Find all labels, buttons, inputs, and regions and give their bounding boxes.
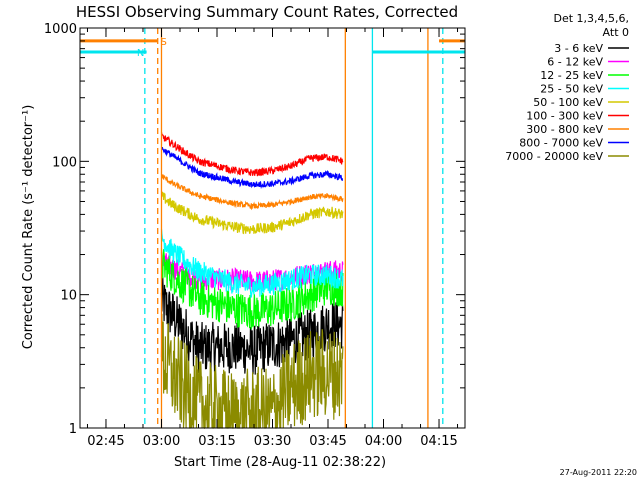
x-tick-label: 04:15 <box>420 434 457 449</box>
y-tick-label: 100 <box>52 155 77 170</box>
series-line-12-25kev <box>160 248 344 330</box>
x-tick-label: 03:45 <box>309 434 346 449</box>
legend-entry-label: 6 - 12 keV <box>547 56 603 69</box>
flag-s-label: S <box>161 37 167 48</box>
marker-lines <box>144 28 444 428</box>
attenuator-flags: SN <box>80 37 465 59</box>
legend-entry-label: 50 - 100 keV <box>533 96 603 109</box>
x-tick-label: 04:00 <box>365 434 402 449</box>
series-line-50-100kev <box>160 191 344 235</box>
x-tick-label: 03:00 <box>143 434 180 449</box>
y-tick-label: 1 <box>69 422 77 437</box>
series-line-100-300kev <box>160 132 344 177</box>
legend-entry-label: 25 - 50 keV <box>540 83 603 96</box>
legend-entry-label: 100 - 300 keV <box>526 110 603 123</box>
series-line-800-7000kev <box>161 146 344 190</box>
x-axis-label: Start Time (28-Aug-11 02:38:22) <box>174 455 386 470</box>
legend-entry-label: 3 - 6 keV <box>554 42 603 55</box>
flag-n-label: N <box>137 48 144 59</box>
legend-entry-label: 800 - 7000 keV <box>519 137 603 150</box>
legend-header-line-1: Det 1,3,4,5,6, <box>553 12 629 25</box>
legend-entry-label: 12 - 25 keV <box>540 69 603 82</box>
series-line-25-50kev <box>160 228 344 299</box>
x-tick-label: 03:30 <box>254 434 291 449</box>
y-tick-label: 1000 <box>44 22 77 37</box>
series-line-3-6kev <box>160 276 344 375</box>
chart-title: HESSI Observing Summary Count Rates, Cor… <box>76 3 458 21</box>
x-tick-label: 03:15 <box>198 434 235 449</box>
x-tick-label: 02:45 <box>87 434 124 449</box>
axes: 02:45 03:00 03:15 03:30 03:45 04:00 04:15 1 10 10… <box>44 22 466 449</box>
timestamp-label: 27-Aug-2011 22:20 <box>560 468 637 477</box>
legend-entry-label: 300 - 800 keV <box>526 123 603 136</box>
legend-entry-label: 7000 - 20000 keV <box>505 150 603 163</box>
y-axis-label: Corrected Count Rate (s⁻¹ detector⁻¹) <box>21 105 36 350</box>
series-line-300-800kev <box>160 173 344 211</box>
legend-header-line-2: Att 0 <box>603 26 629 39</box>
y-tick-label: 10 <box>60 289 77 304</box>
